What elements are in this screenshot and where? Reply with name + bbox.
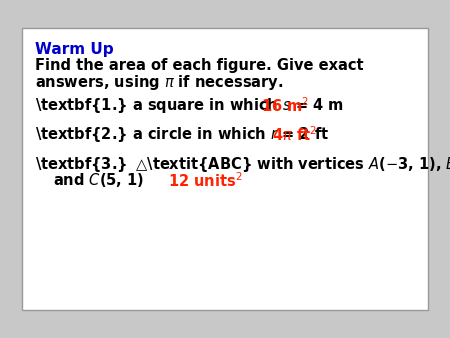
Text: 16 m$^2$: 16 m$^2$ <box>261 96 309 115</box>
Text: \textbf{2.} a circle in which $r$ = 2 ft: \textbf{2.} a circle in which $r$ = 2 ft <box>35 125 329 144</box>
Text: and $C$(5, 1): and $C$(5, 1) <box>53 171 145 189</box>
Text: \textbf{1.} a square in which $s$ = 4 m: \textbf{1.} a square in which $s$ = 4 m <box>35 96 344 115</box>
Text: Find the area of each figure. Give exact: Find the area of each figure. Give exact <box>35 58 364 73</box>
Text: 4$\pi$ ft$^2$: 4$\pi$ ft$^2$ <box>272 125 317 144</box>
FancyBboxPatch shape <box>22 28 428 310</box>
Text: answers, using $\pi$ if necessary.: answers, using $\pi$ if necessary. <box>35 73 284 92</box>
Text: Warm Up: Warm Up <box>35 42 113 57</box>
Text: 12 units$^2$: 12 units$^2$ <box>168 171 243 190</box>
Text: \textbf{3.} $\triangle\!$\textit{ABC} with vertices $A$($-$3, 1), $B$(2, 4),: \textbf{3.} $\triangle\!$\textit{ABC} wi… <box>35 155 450 174</box>
